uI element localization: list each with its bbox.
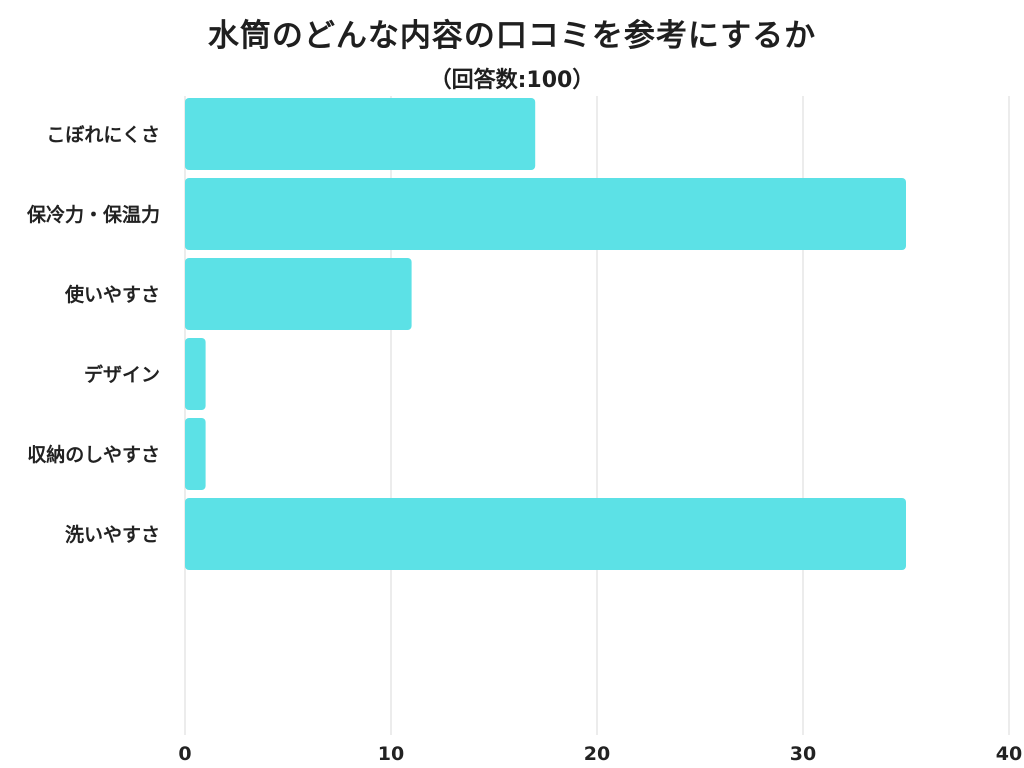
chart-title: 水筒のどんな内容の口コミを参考にするか (207, 18, 817, 54)
x-tick-label: 20 (584, 743, 610, 765)
bar (185, 178, 906, 250)
bars (185, 98, 906, 570)
bar (185, 498, 906, 570)
bar (185, 98, 536, 170)
category-label: デザイン (84, 363, 160, 386)
x-tick-label: 30 (790, 743, 816, 765)
category-label: こぼれにくさ (46, 124, 160, 146)
bar (185, 258, 412, 330)
chart-subtitle: （回答数:100） (429, 68, 595, 93)
x-tick-label: 10 (378, 743, 404, 765)
category-label: 使いやすさ (64, 284, 160, 306)
x-tick-label: 0 (178, 743, 191, 765)
x-tick-labels: 0 10 20 30 40 (178, 743, 1022, 765)
bar (185, 338, 206, 410)
category-label: 収納のしやすさ (27, 443, 160, 466)
category-label: 保冷力・保温力 (26, 203, 160, 226)
bar (185, 418, 206, 490)
x-tick-label: 40 (996, 743, 1022, 765)
category-label: 洗いやすさ (65, 523, 160, 546)
